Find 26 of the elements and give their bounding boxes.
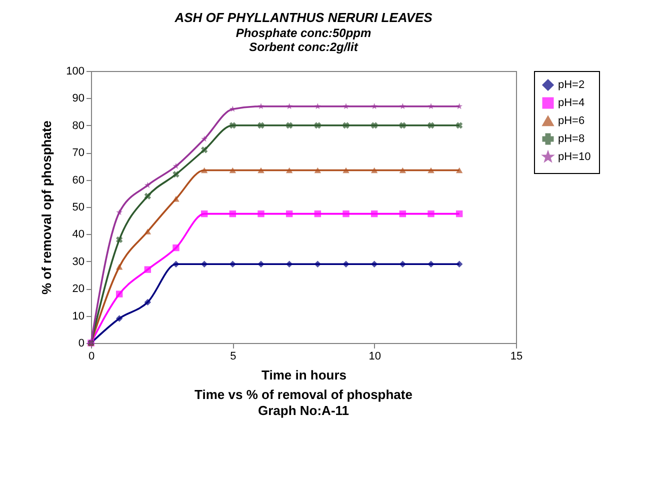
y-tick-label: 100 (66, 66, 84, 78)
legend-label: pH=10 (558, 151, 591, 163)
chart-title: ASH OF PHYLLANTHUS NERURI LEAVES (174, 10, 433, 25)
y-tick-label: 70 (72, 147, 84, 160)
y-tick-label: 80 (72, 120, 84, 132)
text: Graph No:A-11 (258, 403, 350, 418)
legend-label: pH=6 (558, 115, 585, 127)
x-tick-label: 15 (510, 350, 523, 362)
y-axis-title: % of removal opf phosphate (39, 120, 54, 295)
x-tick-label: 0 (88, 350, 95, 362)
chart-subtitle: Phosphate conc:50ppm Sorbent conc:2g/lit (236, 26, 372, 54)
y-tick-label: 40 (72, 228, 84, 241)
text: Time vs % of removal of phosphate (194, 387, 412, 402)
y-tick-label: 60 (72, 174, 84, 186)
x-tick-label: 10 (368, 350, 381, 362)
legend-label: pH=4 (558, 97, 585, 109)
y-tick-label: 0 (78, 338, 84, 350)
legend-label: pH=8 (558, 133, 585, 145)
y-tick-label: 50 (72, 202, 84, 214)
y-tick-label: 90 (72, 92, 84, 105)
y-tick-label: 20 (72, 283, 84, 296)
x-axis-title: Time in hours (262, 368, 346, 382)
x-tick-label: 5 (230, 350, 236, 362)
y-tick-label: 30 (72, 256, 84, 268)
y-tick-label: 10 (72, 310, 84, 322)
legend-label: pH=2 (558, 79, 585, 91)
